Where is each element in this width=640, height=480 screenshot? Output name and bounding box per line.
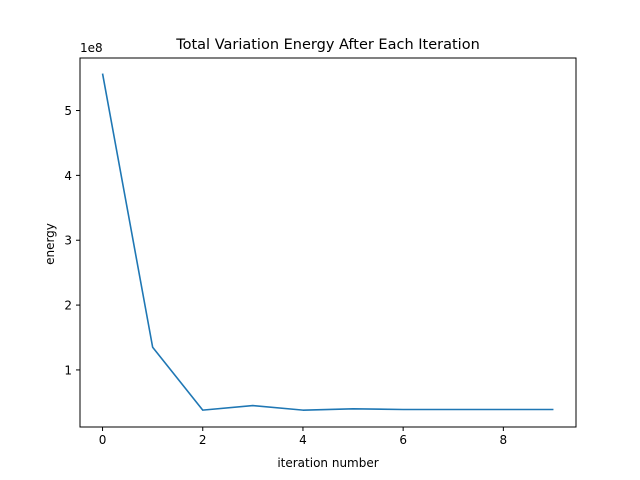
plot-area (101, 73, 554, 411)
x-tick-label: 4 (299, 433, 307, 447)
y-tick-label: 3 (64, 234, 72, 248)
x-axis-label: iteration number (277, 456, 378, 470)
series-line (101, 73, 554, 411)
y-axis-offset-label: 1e8 (80, 41, 103, 55)
x-tick-label: 8 (500, 433, 508, 447)
y-axis-label: energy (43, 223, 57, 265)
y-tick-label: 1 (64, 363, 72, 377)
y-tick-label: 2 (64, 299, 72, 313)
y-tick-label: 5 (64, 104, 72, 118)
y-tick-label: 4 (64, 169, 72, 183)
x-tick-label: 6 (399, 433, 407, 447)
x-tick-label: 2 (199, 433, 207, 447)
y-axis: 1 2 3 4 5 (64, 104, 80, 377)
x-tick-label: 0 (99, 433, 107, 447)
x-axis: 0 2 4 6 8 (99, 427, 507, 447)
chart-title: Total Variation Energy After Each Iterat… (175, 37, 480, 53)
plot-frame (79, 57, 577, 428)
